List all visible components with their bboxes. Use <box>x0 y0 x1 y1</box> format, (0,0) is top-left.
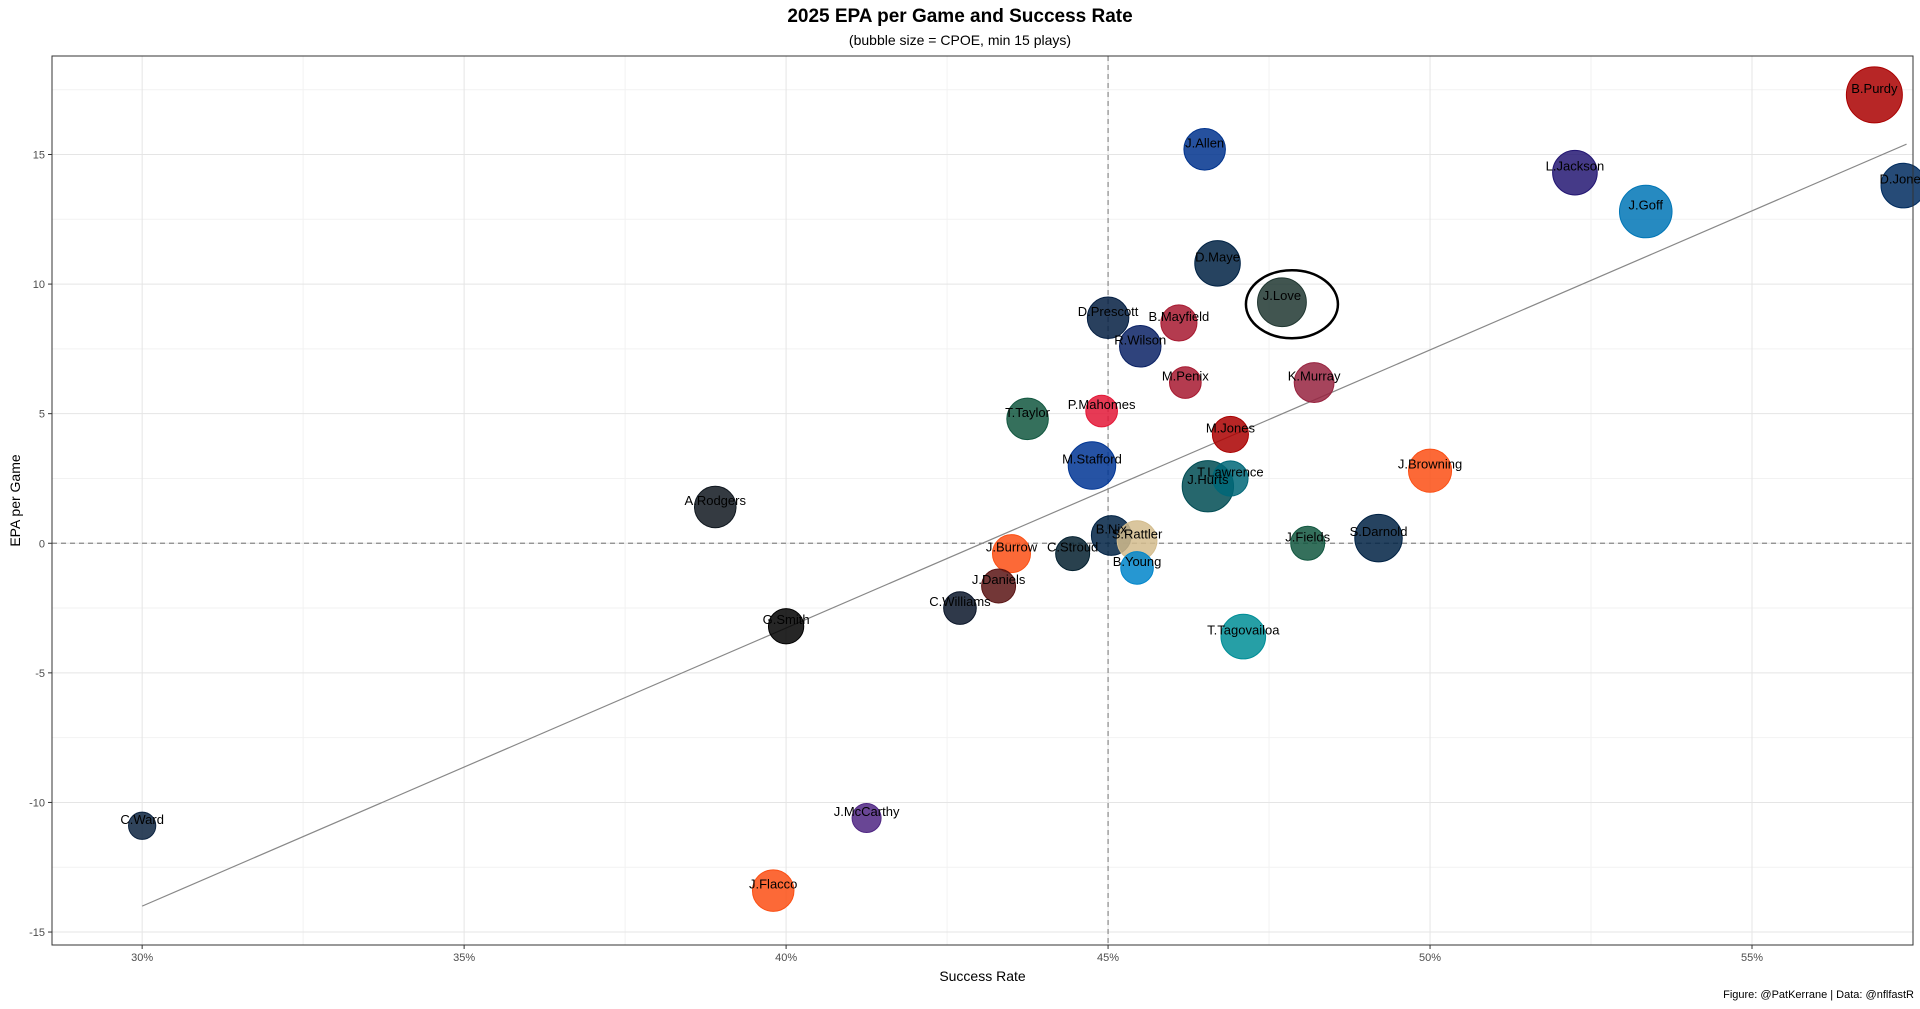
point-label: B.Young <box>1113 554 1162 569</box>
point-c-stroud <box>1055 536 1091 572</box>
point-j-love <box>1257 277 1307 328</box>
point-label: T.Lawrence <box>1197 464 1263 479</box>
point-label: R.Wilson <box>1114 332 1166 347</box>
plot-panel-border <box>51 55 1914 946</box>
point-m-stafford <box>1067 441 1117 490</box>
y-tick-label: -5 <box>35 668 45 680</box>
point-label: J.McCarthy <box>834 804 900 819</box>
point-j-burrow <box>991 534 1031 574</box>
highlight <box>1244 268 1340 340</box>
point-label: T.Taylor <box>1005 405 1050 420</box>
point-p-mahomes <box>1085 394 1118 428</box>
x-tick-label: 55% <box>1741 952 1763 964</box>
point-label: D.Prescott <box>1078 304 1139 319</box>
x-tick-label: 40% <box>775 952 797 964</box>
point-j-browning <box>1407 448 1453 493</box>
point-label: J.Hurts <box>1187 472 1229 487</box>
point-m-jones <box>1211 415 1249 453</box>
chart-subtitle: (bubble size = CPOE, min 15 plays) <box>848 32 1072 48</box>
point-label: J.Browning <box>1398 457 1462 472</box>
x-axis-ticks: 30% 35% 40% 45% 50% 55% <box>131 945 1763 964</box>
x-tick-label: 35% <box>453 952 475 964</box>
y-tick-label: 5 <box>39 409 45 421</box>
x-tick-label: 45% <box>1097 952 1119 964</box>
regression-line <box>141 143 1907 907</box>
point-label: B.Purdy <box>1851 81 1898 96</box>
chart-title: 2025 EPA per Game and Success Rate <box>787 6 1133 27</box>
point-label: B.Mayfield <box>1149 309 1210 324</box>
point-label: D.Maye <box>1195 249 1240 264</box>
point-label: C.Ward <box>120 812 164 827</box>
y-axis-title: EPA per Game <box>7 454 23 547</box>
chart-caption: Figure: @PatKerrane | Data: @nflfastR <box>1723 989 1914 1001</box>
point-d-prescott <box>1086 296 1130 340</box>
x-axis-title: Success Rate <box>939 968 1026 984</box>
point-label: M.Stafford <box>1062 452 1122 467</box>
data-points <box>128 66 1920 912</box>
point-label: P.Mahomes <box>1068 397 1136 412</box>
point-d-jones <box>1880 162 1920 209</box>
point-s-darnold <box>1354 513 1403 563</box>
y-tick-label: 15 <box>33 149 45 161</box>
point-t-tagovailoa <box>1220 613 1267 660</box>
point-b-young <box>1120 551 1154 585</box>
point-t-lawrence <box>1212 460 1249 497</box>
x-tick-label: 50% <box>1419 952 1441 964</box>
point-label: J.Daniels <box>972 572 1026 587</box>
point-label: J.Burrow <box>986 540 1038 555</box>
x-tick-label: 30% <box>131 952 153 964</box>
point-g-smith <box>767 608 805 645</box>
point-j-allen <box>1183 128 1226 171</box>
point-label: L.Jackson <box>1546 159 1605 174</box>
point-label: K.Murray <box>1288 369 1341 384</box>
point-label: J.Allen <box>1185 135 1224 150</box>
point-k-murray <box>1293 362 1335 403</box>
point-b-purdy <box>1845 66 1903 124</box>
point-label: J.Goff <box>1629 198 1664 213</box>
point-label: M.Penix <box>1162 369 1209 384</box>
y-tick-label: -15 <box>29 927 45 939</box>
point-b-mayfield <box>1160 304 1198 342</box>
point-t-taylor <box>1006 397 1049 441</box>
point-j-flacco <box>751 869 795 912</box>
point-label: S.Rattler <box>1112 527 1163 542</box>
point-r-wilson <box>1119 325 1162 368</box>
y-tick-label: 0 <box>39 538 45 550</box>
trend-line <box>141 143 1907 907</box>
point-label: C.Williams <box>929 594 991 609</box>
point-j-daniels <box>981 568 1017 604</box>
point-l-jackson <box>1552 149 1598 196</box>
point-label: J.Flacco <box>749 877 797 892</box>
point-m-penix <box>1169 366 1202 399</box>
point-c-ward <box>128 811 157 840</box>
point-label: B.Nix <box>1096 521 1128 536</box>
y-axis-ticks: -15 -10 -5 0 5 10 15 <box>29 149 52 939</box>
data-labels: B.Purdy J.Goff J.Hurts J.Love M.Stafford S.Da… <box>120 81 1920 892</box>
point-j-goff <box>1618 184 1673 239</box>
point-label: J.Fields <box>1285 529 1330 544</box>
y-tick-label: -10 <box>29 797 45 809</box>
point-label: S.Darnold <box>1350 524 1408 539</box>
point-j-mccarthy <box>851 802 882 834</box>
point-label: G.Smith <box>763 612 810 627</box>
point-label: A.Rodgers <box>685 493 747 508</box>
point-label: T.Tagovailoa <box>1207 623 1280 638</box>
point-label: M.Jones <box>1206 420 1256 435</box>
point-c-williams <box>943 591 977 625</box>
point-d-maye <box>1194 240 1241 287</box>
point-label: C.Stroud <box>1047 540 1098 555</box>
point-a-rodgers <box>694 485 737 529</box>
y-tick-label: 10 <box>33 279 45 291</box>
highlight-ellipse <box>1244 268 1340 340</box>
point-j-fields <box>1290 525 1326 561</box>
point-label: D.Jones <box>1879 172 1920 187</box>
point-label: J.Love <box>1263 288 1301 303</box>
